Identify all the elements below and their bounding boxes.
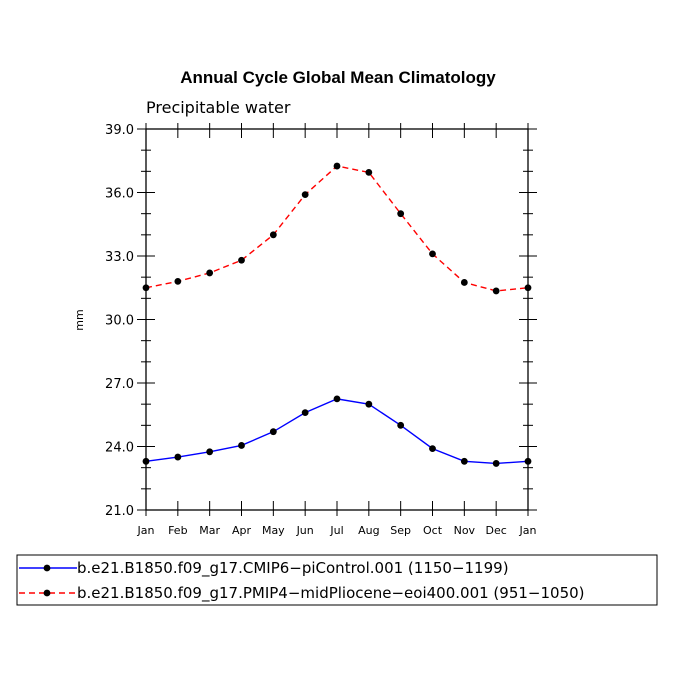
data-point bbox=[142, 284, 150, 292]
data-point bbox=[174, 278, 182, 285]
data-point bbox=[397, 210, 405, 218]
data-point bbox=[333, 395, 341, 403]
data-point bbox=[397, 421, 405, 429]
data-point bbox=[206, 448, 214, 456]
x-tick-label: Feb bbox=[168, 524, 187, 537]
y-tick-label: 36.0 bbox=[105, 187, 134, 202]
series-line-2 bbox=[145, 165, 529, 292]
y-tick-label: 39.0 bbox=[105, 123, 134, 138]
x-tick-label: Dec bbox=[486, 524, 507, 537]
data-point bbox=[524, 284, 532, 292]
data-point bbox=[301, 409, 309, 417]
x-tick-label: Mar bbox=[199, 524, 220, 537]
y-tick-label: 33.0 bbox=[105, 250, 134, 265]
legend-label-2: b.e21.B1850.f09_g17.PMIP4−midPliocene−eo… bbox=[77, 584, 585, 603]
x-tick-label: May bbox=[262, 524, 285, 537]
series-line-1 bbox=[145, 398, 529, 465]
data-point bbox=[238, 256, 245, 264]
x-tick-label: Nov bbox=[454, 524, 476, 537]
legend-marker-1 bbox=[43, 564, 51, 572]
legend-marker-2 bbox=[43, 589, 51, 597]
chart-subtitle: Precipitable water bbox=[146, 98, 291, 117]
y-tick-label: 27.0 bbox=[105, 377, 134, 392]
data-point bbox=[269, 231, 277, 239]
y-tick-label: 21.0 bbox=[105, 504, 134, 519]
x-tick-label: Apr bbox=[232, 524, 252, 537]
data-point bbox=[492, 460, 500, 467]
x-tick-label: Jun bbox=[296, 524, 314, 537]
y-tick-label: 30.0 bbox=[105, 314, 134, 329]
data-point bbox=[429, 445, 436, 453]
data-point bbox=[333, 162, 341, 170]
data-point bbox=[460, 279, 468, 286]
data-point bbox=[524, 457, 532, 465]
x-tick-label: Sep bbox=[390, 524, 411, 537]
data-point bbox=[206, 269, 214, 277]
legend-box bbox=[16, 554, 658, 606]
legend: b.e21.B1850.f09_g17.CMIP6−piControl.001 … bbox=[16, 554, 658, 606]
data-point bbox=[460, 457, 468, 465]
y-tick-label: 24.0 bbox=[105, 441, 134, 456]
data-point bbox=[269, 428, 277, 436]
plot-area: 21.0 24.0 27.0 30.0 33.0 36.0 39.0 Jan Feb Mar Apr… bbox=[105, 123, 537, 537]
data-point bbox=[492, 287, 500, 295]
x-tick-label: Jan bbox=[519, 524, 537, 537]
chart-title: Annual Cycle Global Mean Climatology bbox=[180, 68, 496, 87]
y-axis-label: mm bbox=[73, 309, 86, 330]
data-point bbox=[301, 191, 309, 199]
legend-label-1: b.e21.B1850.f09_g17.CMIP6−piControl.001 … bbox=[77, 559, 509, 578]
x-tick-label: Jan bbox=[137, 524, 155, 537]
data-point bbox=[142, 457, 150, 465]
data-point bbox=[365, 400, 373, 408]
data-point bbox=[238, 442, 245, 449]
x-tick-label: Jul bbox=[329, 524, 343, 537]
data-point bbox=[365, 168, 373, 176]
data-point bbox=[174, 453, 182, 461]
x-tick-label: Aug bbox=[358, 524, 379, 537]
x-tick-label: Oct bbox=[423, 524, 443, 537]
data-point bbox=[429, 250, 436, 258]
